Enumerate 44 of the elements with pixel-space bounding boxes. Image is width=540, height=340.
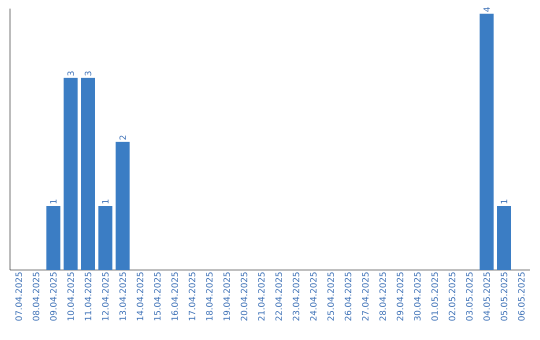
x-tick-label: 15.04.2025 xyxy=(154,272,161,320)
x-tick-label: 09.04.2025 xyxy=(50,272,57,321)
x-tick-label: 14.04.2025 xyxy=(136,272,144,320)
x-tick-label: 27.04.2025 xyxy=(362,272,369,321)
data-label: 1 xyxy=(500,200,508,204)
x-tick-label: 06.05.2025 xyxy=(518,272,525,321)
x-tick-label: 04.05.2025 xyxy=(483,272,490,321)
x-tick-label: 08.04.2025 xyxy=(32,272,40,321)
bar xyxy=(64,78,78,270)
data-label: 4 xyxy=(484,7,490,12)
x-tick-label: 11.04.2025 xyxy=(84,272,92,320)
x-tick-label: 30.04.2025 xyxy=(414,272,421,321)
bar xyxy=(98,206,112,270)
x-tick-label: 01.05.2025 xyxy=(431,272,438,321)
data-label: 3 xyxy=(84,71,92,76)
x-tick-label: 20.04.2025 xyxy=(240,272,248,321)
bar xyxy=(46,206,60,270)
x-tick-label: 24.04.2025 xyxy=(310,272,317,321)
x-tick-label: 18.04.2025 xyxy=(206,272,213,320)
x-tick-label: 07.04.2025 xyxy=(15,272,22,321)
data-label: 1 xyxy=(102,200,108,204)
x-tick-label: 12.04.2025 xyxy=(102,272,109,320)
data-label: 2 xyxy=(119,136,126,140)
x-tick-label: 22.04.2025 xyxy=(275,272,282,321)
x-tick-label: 02.05.2025 xyxy=(448,272,456,321)
x-tick-label: 05.05.2025 xyxy=(500,272,508,321)
x-tick-label: 13.04.2025 xyxy=(119,272,126,320)
x-tick-label: 19.04.2025 xyxy=(223,272,230,320)
x-tick-label: 23.04.2025 xyxy=(292,272,300,321)
bar xyxy=(81,78,95,270)
x-tick-label: 28.04.2025 xyxy=(379,272,386,321)
x-tick-label: 21.04.2025 xyxy=(258,272,265,321)
data-label: 1 xyxy=(50,200,56,204)
x-tick-label: 17.04.2025 xyxy=(188,272,196,320)
x-tick-label: 10.04.2025 xyxy=(67,272,74,320)
x-tick-label: 03.05.2025 xyxy=(466,272,473,321)
x-tick-label: 16.04.2025 xyxy=(171,272,178,320)
bar xyxy=(116,142,130,270)
x-tick-label: 29.04.2025 xyxy=(396,272,404,321)
x-tick-label: 25.04.2025 xyxy=(327,272,334,321)
bar xyxy=(497,206,511,270)
x-tick-label: 26.04.2025 xyxy=(344,272,352,321)
data-label: 3 xyxy=(67,71,74,76)
bar xyxy=(480,14,494,270)
